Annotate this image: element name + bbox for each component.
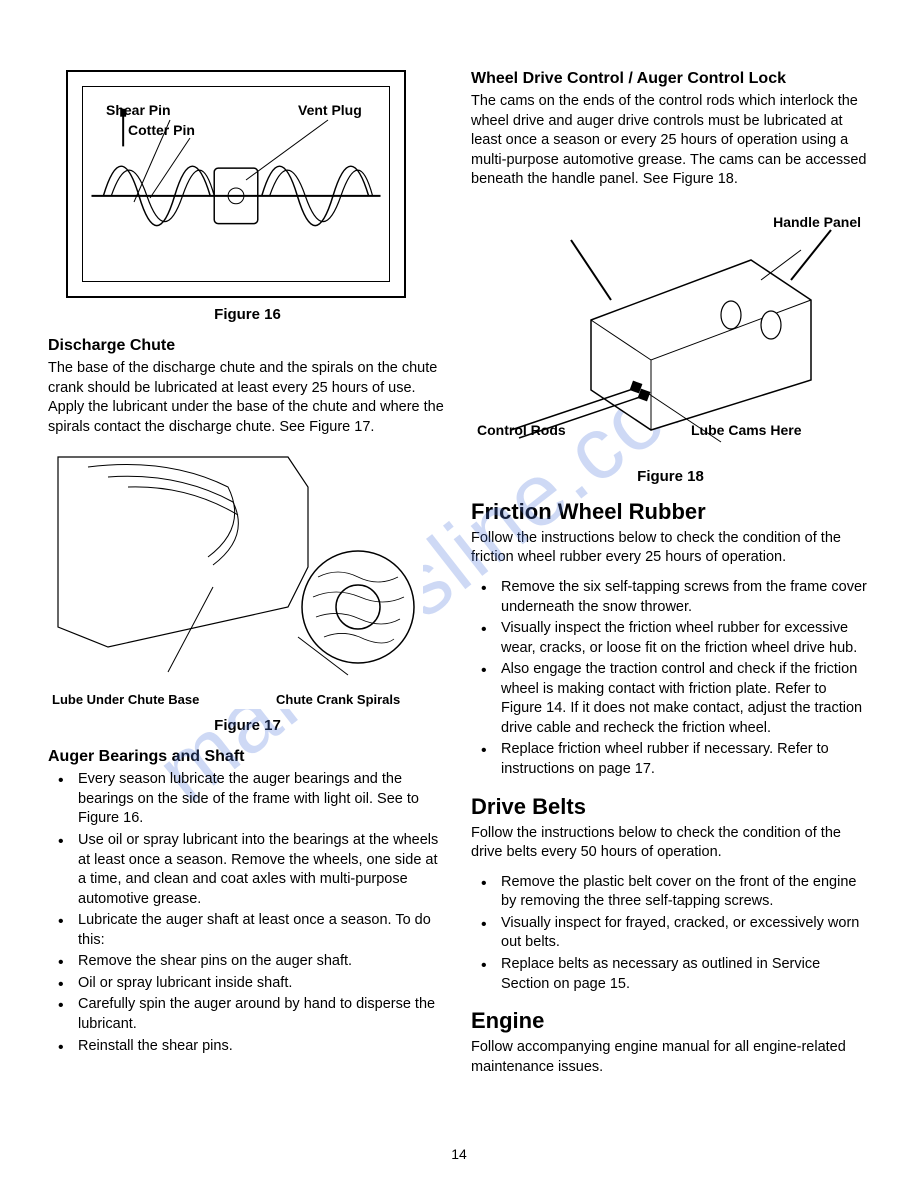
- list-item: Remove the plastic belt cover on the fro…: [471, 873, 870, 912]
- handle-panel-svg: [471, 200, 869, 458]
- figure-17-label: Figure 17: [48, 717, 447, 734]
- belts-bullets: Remove the plastic belt cover on the fro…: [471, 873, 870, 994]
- engine-text: Follow accompanying engine manual for al…: [471, 1038, 870, 1077]
- left-column: Shear Pin Cotter Pin Vent Plug Figure 16…: [48, 70, 447, 1087]
- discharge-chute-heading: Discharge Chute: [48, 337, 447, 355]
- fig18-lube-cams-label: Lube Cams Here: [691, 422, 801, 438]
- auger-heading: Auger Bearings and Shaft: [48, 748, 447, 766]
- discharge-chute-text: The base of the discharge chute and the …: [48, 359, 447, 437]
- figure-16-label: Figure 16: [48, 306, 447, 323]
- figure-18-label: Figure 18: [471, 468, 870, 485]
- list-item: Reinstall the shear pins.: [48, 1037, 447, 1057]
- list-item: Visually inspect for frayed, cracked, or…: [471, 914, 870, 953]
- list-item: Oil or spray lubricant inside shaft.: [48, 974, 447, 994]
- list-item: Carefully spin the auger around by hand …: [48, 995, 447, 1034]
- wheel-drive-text: The cams on the ends of the control rods…: [471, 92, 870, 190]
- list-item: Lubricate the auger shaft at least once …: [48, 911, 447, 950]
- list-item: Use oil or spray lubricant into the bear…: [48, 831, 447, 909]
- figure-16-diagram: Shear Pin Cotter Pin Vent Plug: [66, 70, 406, 298]
- engine-heading: Engine: [471, 1008, 870, 1034]
- chute-svg: [48, 447, 423, 689]
- list-item: Also engage the traction control and che…: [471, 660, 870, 738]
- fig17-crank-spirals-label: Chute Crank Spirals: [276, 692, 400, 707]
- fig17-lube-base-label: Lube Under Chute Base: [52, 692, 199, 707]
- right-column: Wheel Drive Control / Auger Control Lock…: [471, 70, 870, 1087]
- fig18-control-rods-label: Control Rods: [477, 422, 566, 438]
- belts-text: Follow the instructions below to check t…: [471, 824, 870, 863]
- belts-heading: Drive Belts: [471, 794, 870, 820]
- list-item: Replace friction wheel rubber if necessa…: [471, 740, 870, 779]
- friction-bullets: Remove the six self-tapping screws from …: [471, 578, 870, 780]
- page-number: 14: [451, 1146, 467, 1162]
- list-item: Visually inspect the friction wheel rubb…: [471, 619, 870, 658]
- two-column-layout: Shear Pin Cotter Pin Vent Plug Figure 16…: [48, 70, 870, 1087]
- auger-bullets: Every season lubricate the auger bearing…: [48, 770, 447, 1056]
- list-item: Remove the six self-tapping screws from …: [471, 578, 870, 617]
- list-item: Every season lubricate the auger bearing…: [48, 770, 447, 829]
- list-item: Replace belts as necessary as outlined i…: [471, 955, 870, 994]
- figure-18-diagram: Handle Panel Control Rods Lube Cams Here: [471, 200, 869, 460]
- friction-heading: Friction Wheel Rubber: [471, 499, 870, 525]
- wheel-drive-heading: Wheel Drive Control / Auger Control Lock: [471, 70, 870, 88]
- figure-17-diagram: Lube Under Chute Base Chute Crank Spiral…: [48, 447, 423, 709]
- fig16-vent-plug-label: Vent Plug: [298, 102, 362, 118]
- list-item: Remove the shear pins on the auger shaft…: [48, 952, 447, 972]
- friction-text: Follow the instructions below to check t…: [471, 529, 870, 568]
- fig16-cotter-pin-label: Cotter Pin: [128, 122, 195, 138]
- fig18-handle-panel-label: Handle Panel: [773, 214, 861, 230]
- fig16-shear-pin-label: Shear Pin: [106, 102, 171, 118]
